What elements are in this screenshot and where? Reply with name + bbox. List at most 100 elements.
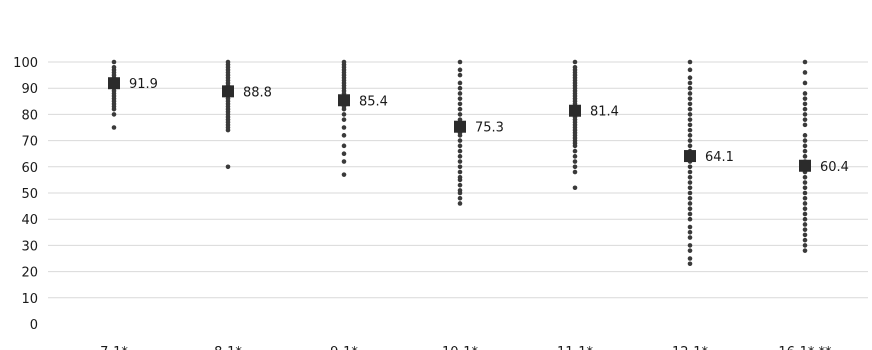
data-point — [802, 201, 808, 206]
mean-markers — [108, 77, 811, 172]
mean-marker — [799, 159, 811, 172]
data-point — [341, 143, 347, 149]
data-point — [802, 154, 808, 159]
data-point — [687, 117, 693, 122]
x-tick-label: 10-1* — [442, 345, 479, 350]
mean-marker — [108, 77, 120, 90]
data-point — [687, 138, 693, 143]
data-point — [457, 91, 463, 96]
y-tick-label: 20 — [21, 266, 38, 281]
data-point — [687, 80, 693, 86]
data-point — [687, 133, 693, 138]
data-point — [457, 80, 463, 86]
y-tick-label: 30 — [21, 239, 38, 254]
y-tick-label: 0 — [30, 318, 38, 333]
data-point — [572, 59, 578, 65]
data-point — [687, 174, 693, 180]
data-point — [111, 112, 117, 117]
data-point — [802, 117, 808, 122]
data-point — [802, 80, 808, 86]
data-point — [457, 67, 463, 73]
data-point — [687, 164, 693, 170]
y-tick-label: 70 — [21, 135, 38, 150]
y-tick-label: 90 — [21, 82, 38, 97]
data-point — [802, 59, 808, 65]
mean-data-labels: 91.9 88.8 85.4 75.3 81.4 64.1 60.4 — [129, 77, 849, 175]
data-point — [687, 248, 693, 253]
data-point — [457, 85, 463, 91]
data-point — [687, 169, 693, 175]
data-point — [687, 211, 693, 217]
data-point — [687, 127, 693, 133]
mean-marker — [222, 85, 234, 98]
data-point — [572, 143, 578, 149]
data-point — [687, 180, 693, 185]
data-point — [457, 190, 463, 196]
data-point — [457, 154, 463, 159]
data-point — [802, 222, 808, 227]
data-point — [572, 164, 578, 170]
x-tick-label: 12-1* — [672, 345, 709, 350]
data-point — [687, 190, 693, 196]
data-point — [687, 85, 693, 91]
data-point — [802, 185, 808, 191]
y-tick-label: 50 — [21, 187, 38, 202]
data-point — [687, 243, 693, 248]
data-point — [225, 127, 231, 133]
data-point — [341, 112, 347, 117]
data-point — [687, 195, 693, 201]
data-point — [802, 122, 808, 128]
x-tick-label: 7-1* — [100, 345, 128, 350]
mean-marker — [684, 150, 696, 163]
x-tick-label: 9-1* — [330, 345, 358, 350]
data-point — [802, 180, 808, 185]
data-point — [687, 201, 693, 206]
data-point — [687, 230, 693, 235]
data-point — [572, 148, 578, 154]
data-point — [457, 96, 463, 101]
x-tick-label: 8-1* — [214, 345, 242, 350]
mean-data-label: 81.4 — [590, 105, 619, 120]
data-point — [802, 206, 808, 212]
data-point — [802, 101, 808, 107]
mean-marker — [454, 120, 466, 133]
data-point — [802, 174, 808, 180]
x-tick-label: 11-1* — [557, 345, 594, 350]
data-point — [572, 159, 578, 164]
data-point — [457, 133, 463, 138]
data-point — [687, 101, 693, 107]
data-point — [802, 211, 808, 217]
data-point — [111, 106, 117, 112]
data-point — [457, 169, 463, 175]
data-point — [687, 185, 693, 191]
data-point — [802, 148, 808, 154]
mean-data-label: 64.1 — [705, 150, 734, 165]
y-axis-tick-labels: 0 10 20 30 40 50 60 70 80 90 100 — [13, 56, 38, 333]
data-point — [457, 182, 463, 188]
data-point — [802, 133, 808, 138]
mean-data-label: 75.3 — [475, 121, 504, 136]
data-point — [457, 106, 463, 112]
data-point — [457, 138, 463, 143]
y-tick-label: 40 — [21, 213, 38, 228]
x-axis-tick-labels: 7-1* 8-1* 9-1* 10-1* 11-1* 12-1* 16-1* ** — [100, 345, 832, 350]
data-point — [687, 143, 693, 149]
data-point — [802, 243, 808, 248]
data-point — [687, 106, 693, 112]
data-point — [457, 195, 463, 201]
x-tick-label: 16-1* ** — [778, 345, 832, 350]
y-tick-label: 10 — [21, 292, 38, 307]
data-point — [341, 159, 347, 164]
data-point — [802, 195, 808, 201]
data-point — [341, 172, 347, 177]
data-point — [341, 117, 347, 122]
data-point — [802, 138, 808, 143]
data-point — [802, 112, 808, 117]
data-point — [457, 143, 463, 149]
data-point — [457, 112, 463, 117]
data-point — [687, 112, 693, 117]
data-point — [687, 261, 693, 267]
y-tick-label: 100 — [13, 56, 38, 71]
mean-data-label: 88.8 — [243, 85, 272, 100]
